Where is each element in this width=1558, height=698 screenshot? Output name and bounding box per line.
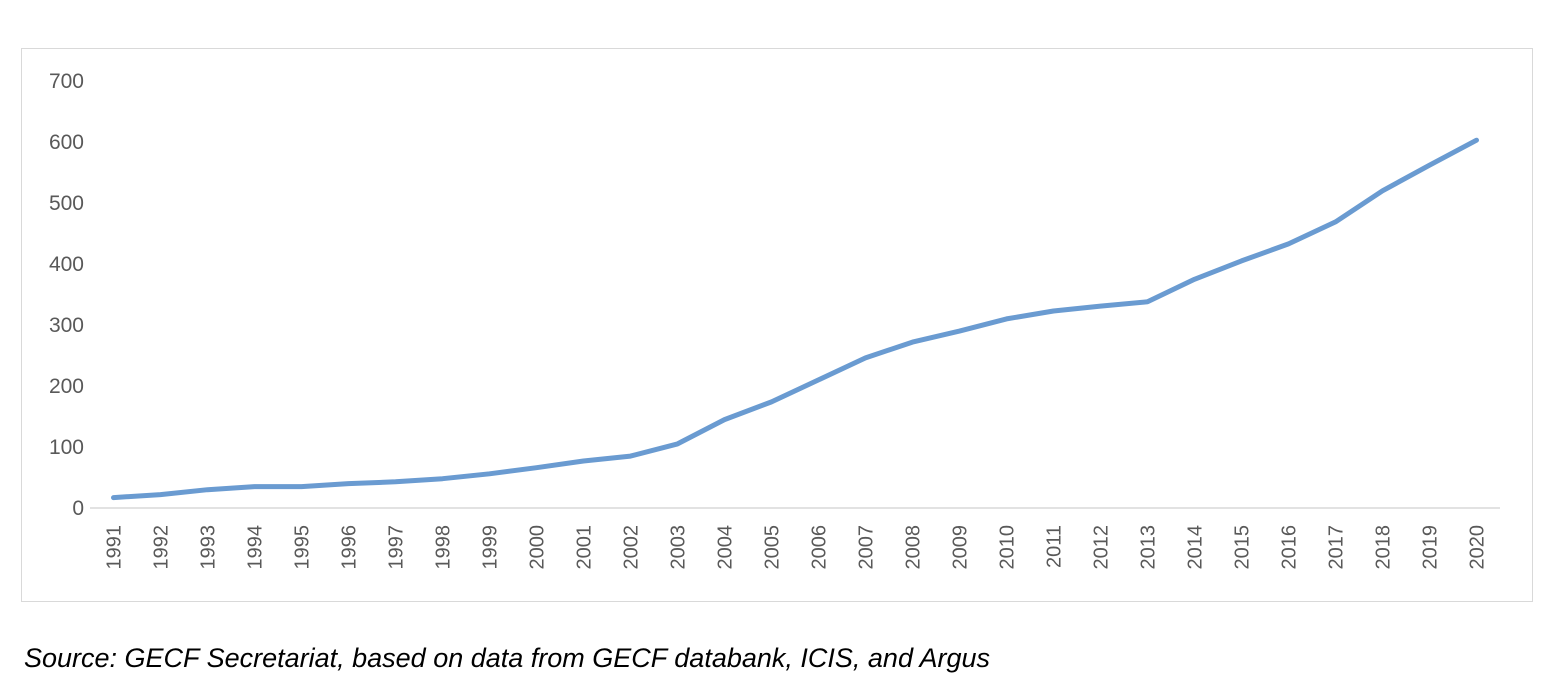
series-line — [111, 137, 1479, 501]
y-tick-label: 0 — [72, 497, 84, 520]
x-tick-label: 1998 — [433, 525, 455, 570]
series-layer — [111, 137, 1479, 501]
x-tick-label: 1996 — [339, 525, 361, 570]
x-tick-label: 2001 — [574, 525, 596, 570]
x-tick-label: 2003 — [668, 525, 690, 570]
y-tick-label: 300 — [49, 314, 84, 337]
x-tick-label: 1994 — [245, 525, 267, 570]
chart-area: 0 100 200 300 400 500 600 700 1991 1992 1993 1994 1… — [21, 48, 1533, 602]
x-tick-label: 1997 — [386, 525, 408, 570]
y-tick-label: 200 — [49, 375, 84, 398]
x-tick-label: 2012 — [1091, 525, 1113, 570]
x-tick-label: 2016 — [1279, 525, 1301, 570]
x-tick-label: 2002 — [621, 525, 643, 570]
x-tick-label: 2014 — [1185, 525, 1207, 570]
x-tick-label: 1993 — [198, 525, 220, 570]
x-tick-label: 2013 — [1138, 525, 1160, 570]
x-tick-label: 1991 — [104, 525, 126, 570]
x-axis: 1991 1992 1993 1994 1995 1996 1997 1998 1999 2000… — [90, 507, 1500, 570]
x-tick-label: 1999 — [480, 525, 502, 570]
x-tick-label: 2017 — [1326, 525, 1348, 570]
x-tick-label: 2006 — [809, 525, 831, 570]
x-tick-label: 2009 — [950, 525, 972, 570]
x-tick-label: 2010 — [997, 525, 1019, 570]
x-tick-label: 2000 — [527, 525, 549, 570]
x-tick-label: 2011 — [1044, 525, 1066, 568]
x-tick-label: 2008 — [903, 525, 925, 570]
y-axis: 0 100 200 300 400 500 600 700 — [49, 70, 84, 520]
y-tick-label: 700 — [49, 70, 84, 93]
x-tick-label: 1992 — [151, 525, 173, 570]
x-tick-label: 2004 — [715, 525, 737, 570]
y-tick-label: 400 — [49, 253, 84, 276]
x-tick-label: 2019 — [1420, 525, 1442, 570]
y-tick-label: 100 — [49, 436, 84, 459]
x-tick-label: 2007 — [856, 525, 878, 570]
x-tick-label: 2015 — [1232, 525, 1254, 570]
y-tick-label: 500 — [49, 192, 84, 215]
y-tick-label: 600 — [49, 131, 84, 154]
x-tick-label: 2018 — [1373, 525, 1395, 570]
x-tick-label: 2020 — [1467, 525, 1489, 570]
x-tick-label: 1995 — [292, 525, 314, 570]
x-tick-label: 2005 — [762, 525, 784, 570]
source-note: Source: GECF Secretariat, based on data … — [24, 643, 990, 673]
